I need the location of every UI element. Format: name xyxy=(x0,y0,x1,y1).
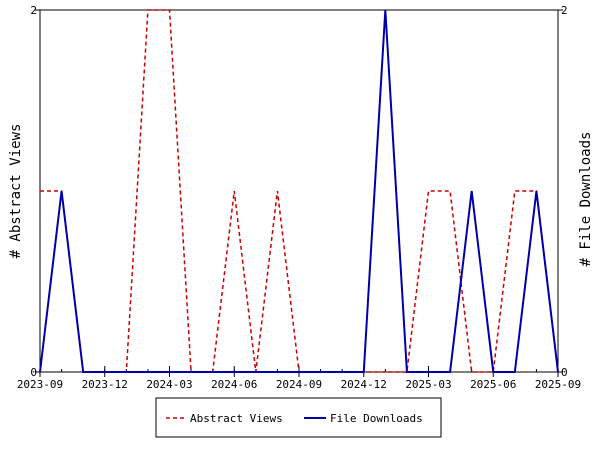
x-tick-label: 2023-12 xyxy=(82,378,128,391)
y-axis-label-left: # Abstract Views xyxy=(8,124,24,259)
x-tick-label: 2024-03 xyxy=(146,378,192,391)
series-layer xyxy=(39,9,559,373)
x-tick-label: 2025-09 xyxy=(535,378,581,391)
y-tick-label-left: 2 xyxy=(30,4,37,17)
y-tick-label-left: 0 xyxy=(30,366,37,379)
legend-label-file-downloads: File Downloads xyxy=(330,412,423,425)
y-axis-label-right: # File Downloads xyxy=(578,132,594,267)
x-tick-label: 2025-06 xyxy=(470,378,516,391)
y-tick-label-right: 2 xyxy=(561,4,568,17)
ticks: 2023-09 2023-12 2024-03 2024-06 2024-09 2024-… xyxy=(17,4,581,391)
x-tick-label: 2024-06 xyxy=(211,378,257,391)
x-tick-label: 2025-03 xyxy=(405,378,451,391)
legend: Abstract Views File Downloads xyxy=(155,397,442,438)
x-tick-label: 2023-09 xyxy=(17,378,63,391)
y-tick-label-right: 0 xyxy=(561,366,568,379)
legend-box xyxy=(155,397,442,438)
series-line-file-downloads xyxy=(39,9,559,373)
x-tick-label: 2024-12 xyxy=(341,378,387,391)
x-tick-label: 2024-09 xyxy=(276,378,322,391)
legend-label-abstract-views: Abstract Views xyxy=(190,412,283,425)
